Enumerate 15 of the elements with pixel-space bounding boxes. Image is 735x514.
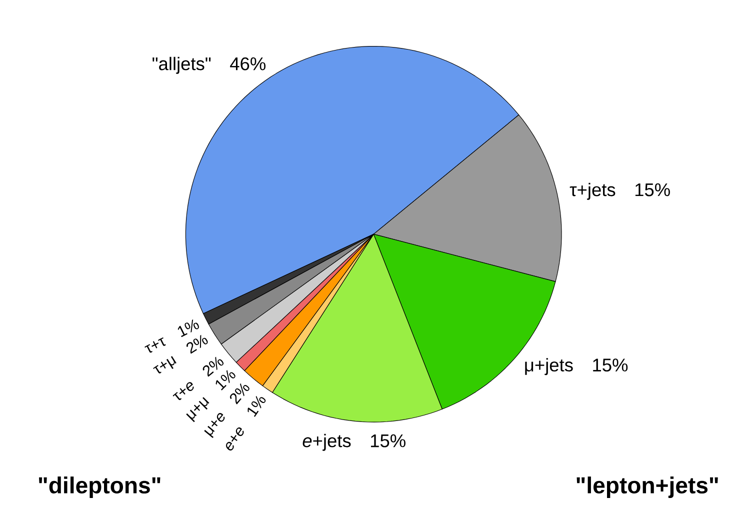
data-label: 1% — [248, 396, 266, 418]
data-label: 15% — [370, 434, 406, 448]
slice-label: μ+jets — [525, 358, 573, 376]
slice-label: τ+jets — [570, 183, 616, 200]
data-label: 2% — [186, 335, 208, 354]
slice-label: e+jets — [302, 434, 351, 452]
data-label: 15% — [635, 184, 670, 196]
data-label: 1% — [178, 320, 199, 338]
slice-label: "alljets" — [152, 57, 211, 74]
data-label: 46% — [230, 58, 266, 70]
text: "dileptons" — [38, 476, 160, 498]
text: "lepton+jets" — [576, 476, 718, 498]
slice-label: τ+μ — [153, 356, 176, 374]
data-label: 15% — [593, 358, 628, 372]
slice-label: τ+τ — [144, 338, 166, 353]
